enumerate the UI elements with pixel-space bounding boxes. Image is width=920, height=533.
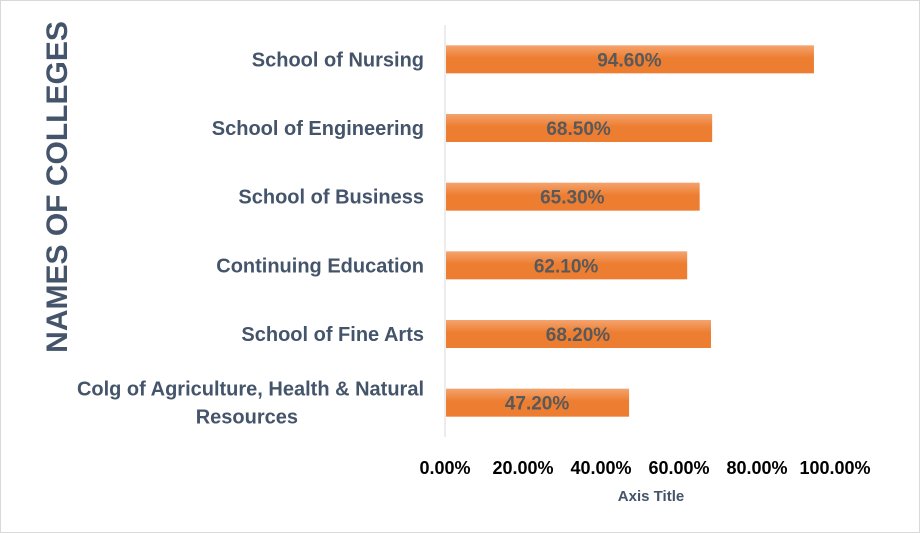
x-tick-labels: 0.00% 20.00% 40.00% 60.00% 80.00% 100.00% [419, 458, 870, 478]
bar [446, 45, 814, 74]
x-axis-title: Axis Title [618, 488, 684, 505]
bar [446, 320, 711, 348]
bar-value-label: 47.20% [505, 394, 570, 415]
x-tick-label: 60.00% [648, 458, 709, 478]
y-axis-title: NAMES OF COLLEGES [41, 21, 74, 353]
x-tick-label: 80.00% [726, 458, 787, 478]
x-tick-label: 40.00% [570, 458, 631, 478]
bar-value-label: 65.30% [540, 188, 605, 209]
bar-value-label: 62.10% [534, 256, 599, 277]
category-label: Continuing Education [216, 255, 424, 277]
bar-value-label: 94.60% [597, 50, 662, 71]
category-labels: School of Nursing School of Engineering Sc… [77, 49, 424, 428]
bar-value-label: 68.50% [546, 119, 611, 140]
x-tick-label: 100.00% [799, 458, 870, 478]
x-tick-label: 0.00% [419, 458, 470, 478]
bar-value-label: 68.20% [546, 325, 611, 346]
bar [446, 388, 630, 417]
category-label: School of Engineering [212, 118, 424, 140]
bar [446, 182, 700, 211]
category-label: Colg of Agriculture, Health & Natural Res… [77, 379, 424, 429]
bar [446, 251, 688, 280]
category-label: School of Nursing [252, 49, 424, 71]
category-label: School of Fine Arts [241, 324, 424, 346]
x-tick-label: 20.00% [492, 458, 553, 478]
bars-layer: 94.60% 68.50% 65.30% 62.10% 68.20% 47.20% [446, 45, 814, 417]
category-label: School of Business [238, 187, 424, 209]
bar [446, 114, 713, 142]
